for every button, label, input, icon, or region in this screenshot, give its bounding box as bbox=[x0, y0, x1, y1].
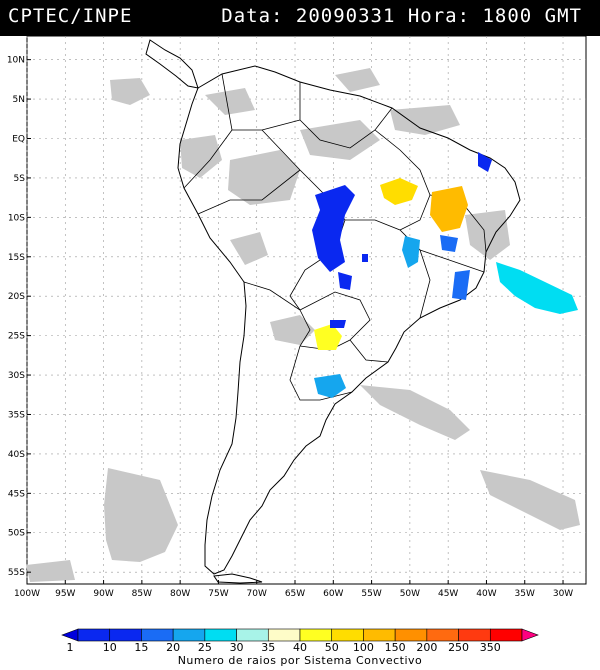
lon-tick-label: 70W bbox=[247, 589, 267, 599]
lon-tick-label: 35W bbox=[515, 589, 535, 599]
cloud-cover bbox=[26, 68, 580, 582]
legend-tick-label: 150 bbox=[385, 641, 406, 654]
legend-swatch bbox=[458, 628, 491, 642]
lon-tick-label: 45W bbox=[438, 589, 458, 599]
system-bahia-blue bbox=[440, 235, 458, 252]
lat-tick-label: 30S bbox=[8, 371, 25, 381]
legend-tick-label: 25 bbox=[198, 641, 212, 654]
lon-tick-label: 50W bbox=[400, 589, 420, 599]
lat-tick-label: 50S bbox=[8, 529, 25, 539]
lat-tick-label: 45S bbox=[8, 489, 25, 499]
legend-swatch bbox=[109, 628, 142, 642]
source-label: CPTEC/INPE bbox=[8, 5, 133, 27]
legend-tick-label: 200 bbox=[416, 641, 437, 654]
lat-tick-label: 20S bbox=[8, 292, 25, 302]
system-east-blue bbox=[452, 270, 470, 300]
system-uruguay-lightblue bbox=[314, 374, 346, 398]
legend-swatch bbox=[363, 628, 396, 642]
legend-tick-label: 30 bbox=[230, 641, 244, 654]
legend-tick-label: 20 bbox=[166, 641, 180, 654]
legend-tick-label: 1 bbox=[67, 641, 74, 654]
central-america-outline bbox=[145, 39, 199, 89]
lat-tick-label: 55S bbox=[8, 568, 25, 578]
legend-swatch bbox=[236, 628, 269, 642]
lon-tick-label: 80W bbox=[170, 589, 190, 599]
lat-tick-label: 10S bbox=[8, 213, 25, 223]
system-paraguay-blue bbox=[330, 320, 346, 328]
south-america-outline bbox=[177, 65, 521, 575]
system-north-yellow bbox=[380, 178, 418, 205]
lat-tick-label: 25S bbox=[8, 332, 25, 342]
system-paraguay-yellow bbox=[314, 324, 342, 350]
lon-tick-label: 60W bbox=[323, 589, 343, 599]
legend-swatch bbox=[77, 628, 111, 642]
legend-arrow-right bbox=[521, 628, 539, 642]
lat-tick-label: 15S bbox=[8, 253, 25, 263]
lon-tick-label: 90W bbox=[93, 589, 113, 599]
legend-caption: Numero de raios por Sistema Convectivo bbox=[177, 654, 423, 667]
title-bar: CPTEC/INPE Data: 20090331 Hora: 1800 GMT bbox=[0, 0, 600, 36]
legend-swatch bbox=[172, 628, 206, 642]
system-central-brazil-2 bbox=[338, 272, 352, 290]
system-northeast-orange bbox=[430, 186, 468, 232]
lon-tick-label: 100W bbox=[14, 589, 40, 599]
lon-tick-label: 75W bbox=[208, 589, 228, 599]
axis-labels: 10N 5N EQ 5S 10S 15S 20S 25S 30S 35S 40S 45S 50S 55S 1… bbox=[7, 56, 573, 599]
datetime-label: Data: 20090331 Hora: 1800 GMT bbox=[221, 5, 582, 27]
lat-tick-label: EQ bbox=[12, 135, 25, 145]
lat-tick-label: 35S bbox=[8, 410, 25, 420]
legend-swatch bbox=[394, 628, 428, 642]
system-atlantic-cyan bbox=[496, 262, 578, 314]
lon-tick-label: 40W bbox=[476, 589, 496, 599]
system-northeast-blue bbox=[478, 152, 492, 172]
legend-swatch bbox=[489, 628, 523, 642]
legend-swatch bbox=[204, 628, 237, 642]
legend-tick-label: 40 bbox=[293, 641, 307, 654]
system-minas-cyan bbox=[402, 236, 420, 268]
convective-systems bbox=[312, 152, 578, 398]
lon-tick-label: 55W bbox=[361, 589, 381, 599]
legend-tick-label: 10 bbox=[103, 641, 117, 654]
legend-colorbar: 1 10 15 20 25 30 35 40 50 100 150 200 250 350 bbox=[61, 628, 539, 654]
legend-tick-label: 350 bbox=[480, 641, 501, 654]
lon-tick-label: 85W bbox=[132, 589, 152, 599]
legend-swatch bbox=[141, 628, 174, 642]
lon-tick-label: 95W bbox=[55, 589, 75, 599]
lon-tick-label: 30W bbox=[553, 589, 573, 599]
legend-tick-label: 50 bbox=[325, 641, 339, 654]
legend-swatch bbox=[299, 628, 333, 642]
legend-tick-label: 100 bbox=[353, 641, 374, 654]
legend-tick-label: 15 bbox=[134, 641, 148, 654]
legend-tick-label: 35 bbox=[261, 641, 275, 654]
legend-swatch bbox=[267, 628, 301, 642]
lat-tick-label: 10N bbox=[7, 56, 25, 66]
system-central-brazil bbox=[312, 185, 355, 272]
lon-tick-label: 65W bbox=[285, 589, 305, 599]
legend-swatch bbox=[331, 628, 364, 642]
lat-tick-label: 5N bbox=[13, 95, 25, 105]
legend-tick-label: 250 bbox=[448, 641, 469, 654]
legend-arrow-left bbox=[61, 628, 79, 642]
lat-tick-label: 5S bbox=[14, 174, 26, 184]
legend-swatch bbox=[426, 628, 459, 642]
lat-tick-label: 40S bbox=[8, 450, 25, 460]
system-center-blue bbox=[362, 254, 368, 262]
